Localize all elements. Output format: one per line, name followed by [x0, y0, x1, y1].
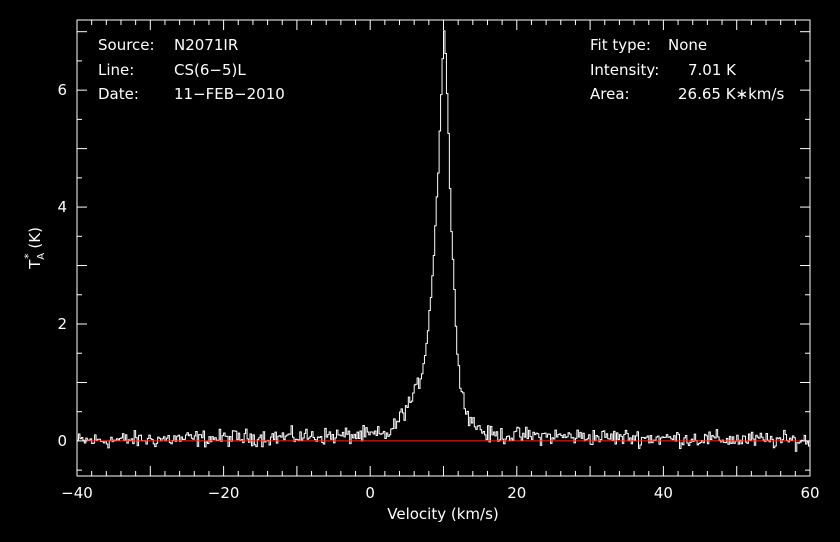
y-axis-label-main: T	[26, 259, 44, 270]
source-value: N2071IR	[174, 36, 238, 54]
y-tick-label: 4	[57, 198, 67, 216]
line-value: CS(6−5)L	[174, 61, 246, 79]
info-left: Source: N2071IR Line: CS(6−5)L Date: 11−…	[98, 36, 285, 103]
x-tick-label: 0	[365, 484, 375, 502]
spectrum-line	[77, 30, 811, 452]
svg-text:TA* (K): TA* (K)	[22, 227, 47, 270]
source-key: Source:	[98, 36, 155, 54]
date-key: Date:	[98, 85, 139, 103]
y-tick-label: 0	[57, 432, 67, 450]
date-value: 11−FEB−2010	[174, 85, 285, 103]
x-tick-label: 40	[654, 484, 673, 502]
y-tick-label: 2	[57, 315, 67, 333]
y-tick-label: 6	[57, 81, 67, 99]
line-key: Line:	[98, 61, 134, 79]
intensity-value: 7.01 K	[688, 61, 737, 79]
info-right: Fit type: None Intensity: 7.01 K Area: 2…	[590, 36, 784, 103]
fit-type-key: Fit type:	[590, 36, 651, 54]
x-axis-label: Velocity (km/s)	[387, 505, 498, 523]
area-value: 26.65 K∗km/s	[678, 85, 784, 103]
x-tick-label: −40	[61, 484, 93, 502]
y-axis-label: TA* (K)	[22, 227, 47, 270]
x-tick-label: −20	[208, 484, 240, 502]
fit-type-value: None	[668, 36, 707, 54]
area-key: Area:	[590, 85, 630, 103]
series-layer	[77, 30, 811, 452]
intensity-key: Intensity:	[590, 61, 659, 79]
y-axis-label-unit: (K)	[26, 227, 44, 253]
tick-layer: −40 −20 0 20 40 60 0 2 4 6	[57, 20, 820, 502]
y-axis-label-sup: *	[22, 253, 35, 259]
x-tick-label: 60	[800, 484, 819, 502]
x-tick-label: 20	[507, 484, 526, 502]
y-axis-label-sub: A	[36, 253, 47, 260]
